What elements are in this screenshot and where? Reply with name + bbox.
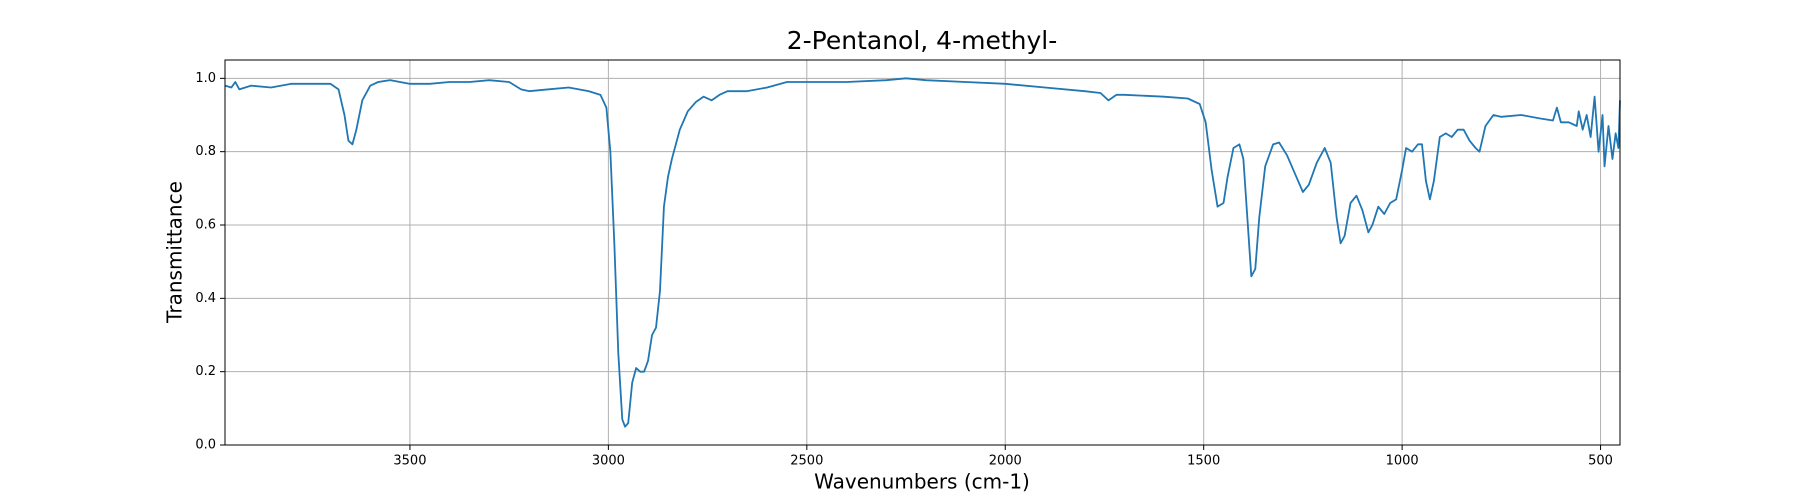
plot-frame bbox=[224, 59, 1621, 446]
x-tick-label: 500 bbox=[1588, 454, 1613, 469]
spectrum-line bbox=[224, 77, 1621, 428]
x-tick-label: 3000 bbox=[592, 454, 625, 469]
y-tick-label: 0.0 bbox=[195, 438, 216, 453]
y-tick-label: 0.8 bbox=[195, 144, 216, 159]
x-tick-label: 2000 bbox=[989, 454, 1022, 469]
x-tick-label: 2500 bbox=[790, 454, 823, 469]
x-tick-label: 3500 bbox=[393, 454, 426, 469]
y-tick-label: 1.0 bbox=[195, 71, 216, 86]
y-tick-label: 0.6 bbox=[195, 218, 216, 233]
y-tick-label: 0.4 bbox=[195, 291, 216, 306]
y-axis-label: Transmittance bbox=[163, 181, 187, 324]
y-tick-label: 0.2 bbox=[195, 364, 216, 379]
x-tick-label: 1500 bbox=[1187, 454, 1220, 469]
x-axis-label: Wavenumbers (cm-1) bbox=[814, 470, 1030, 494]
x-tick-label: 1000 bbox=[1386, 454, 1419, 469]
chart-title: 2-Pentanol, 4-methyl- bbox=[787, 26, 1058, 55]
